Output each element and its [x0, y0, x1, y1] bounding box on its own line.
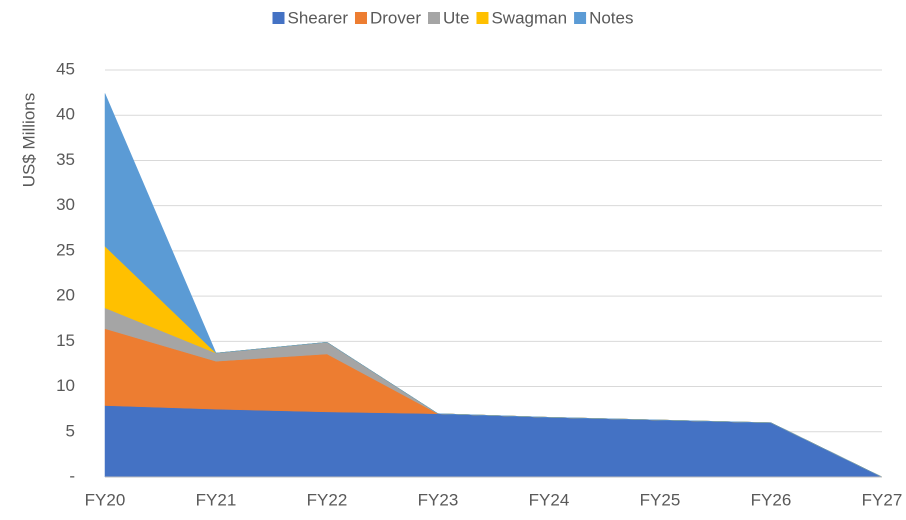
y-tick-label: 25 [56, 240, 75, 259]
x-tick-label: FY25 [640, 490, 681, 509]
y-tick-label: 5 [66, 421, 75, 440]
area [104, 93, 883, 478]
area [104, 405, 883, 478]
x-tick-label: FY23 [418, 490, 459, 509]
legend: Shearer Drover Ute Swagman Notes [272, 8, 634, 27]
y-axis-title: US$ Millions [19, 93, 38, 187]
legend-swatch [574, 12, 587, 24]
legend-label: Drover [370, 8, 421, 27]
y-tick-label: 15 [56, 331, 75, 350]
y-tick-label: 20 [56, 286, 75, 305]
y-tick-label: 45 [56, 59, 75, 78]
x-tick-label: FY24 [529, 490, 570, 509]
y-tick-label: 10 [56, 376, 75, 395]
y-tick-label: - [69, 466, 75, 485]
x-tick-label: FY22 [307, 490, 348, 509]
legend-label: Ute [443, 8, 469, 27]
legend-label: Notes [589, 8, 633, 27]
y-tick-label: 40 [56, 105, 75, 124]
legend-label: Shearer [288, 8, 349, 27]
x-tick-label: FY21 [196, 490, 237, 509]
legend-swatch [428, 12, 440, 24]
y-tick-label: 35 [56, 150, 75, 169]
x-tick-label: FY20 [85, 490, 126, 509]
x-tick-label: FY26 [751, 490, 792, 509]
legend-swatch [354, 12, 367, 24]
legend-label: Swagman [491, 8, 567, 27]
legend-swatch [272, 12, 285, 24]
legend-swatch [476, 12, 489, 24]
x-tick-label: FY27 [862, 490, 903, 509]
y-tick-label: 30 [56, 195, 75, 214]
